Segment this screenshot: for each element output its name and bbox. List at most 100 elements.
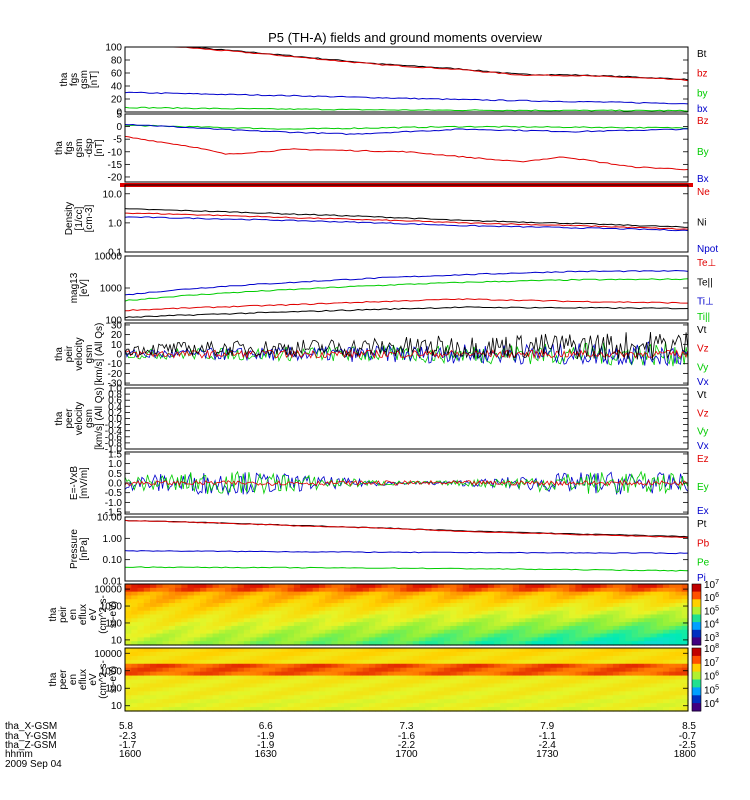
heatmap-cell [193,625,201,631]
heatmap-cell [343,622,351,627]
heatmap-cell [268,667,276,673]
heatmap-cell [469,587,476,593]
legend-entry: Pb [697,538,710,549]
heatmap-cell [581,606,589,612]
heatmap-cell [218,599,226,604]
heatmap-cell [337,618,345,623]
heatmap-cell [612,591,620,597]
heatmap-cell [218,610,226,616]
heatmap-cell [337,695,345,700]
heatmap-cell [544,648,551,653]
heatmap-cell [544,703,551,708]
heatmap-cell [312,663,320,669]
legend-entry: Vt [697,325,707,336]
heatmap-cell [525,595,533,600]
heatmap-cell [544,651,551,657]
heatmap-cell [500,606,508,612]
heatmap-cell [318,699,326,704]
heatmap-cell [456,651,464,657]
heatmap-cell [537,667,545,673]
heatmap-cell [287,603,295,608]
heatmap-cell [462,651,470,657]
colorbar-tick-label: 107 [704,579,719,591]
heatmap-cell [475,595,483,600]
heatmap-cell [544,675,551,681]
heatmap-cell [525,695,533,700]
heatmap-cell [256,655,264,661]
heatmap-cell [300,603,308,608]
heatmap-cell [168,671,176,677]
heatmap-cell [600,687,608,692]
y-axis-label: velocity [74,337,85,370]
heatmap-cell [662,683,670,688]
heatmap-cell [662,587,670,593]
heatmap-cell [444,629,451,635]
heatmap-cell [431,629,439,635]
heatmap-cell [475,663,483,669]
heatmap-cell [162,648,170,653]
heatmap-cell [206,695,214,700]
heatmap-cell [368,606,376,612]
heatmap-cell [437,633,445,638]
heatmap-cell [519,703,526,708]
heatmap-cell [531,703,539,708]
heatmap-cell [243,591,251,597]
heatmap-cell [387,663,395,669]
heatmap-cell [494,595,501,600]
heatmap-cell [594,606,602,612]
heatmap-cell [575,699,583,704]
heatmap-cell [156,683,164,688]
heatmap-cell [437,691,445,696]
heatmap-cell [506,699,514,704]
heatmap-cell [375,587,383,593]
heatmap-cell [469,584,476,589]
heatmap-cell [537,595,545,600]
heatmap-cell [375,591,383,597]
heatmap-cell [193,655,201,661]
heatmap-cell [181,629,189,635]
heatmap-cell [506,679,514,685]
heatmap-cell [343,679,351,685]
heatmap-cell [494,603,501,608]
heatmap-cell [168,679,176,685]
heatmap-cell [250,671,257,677]
heatmap-cell [218,629,226,635]
heatmap-cell [444,637,451,642]
heatmap-cell [600,595,608,600]
y-tick-label: 0.8 [108,390,122,401]
heatmap-cell [494,663,501,669]
heatmap-cell [312,603,320,608]
y-tick-label: -5 [113,135,122,146]
colorbar-segment [692,584,701,593]
heatmap-cell [619,651,627,657]
heatmap-cell [500,618,508,623]
heatmap-cell [350,691,358,696]
heatmap-cell [506,663,514,669]
heatmap-cell [512,625,520,631]
heatmap-cell [494,687,501,692]
heatmap-cell [306,695,314,700]
heatmap-cell [350,671,358,677]
heatmap-cell [331,651,339,657]
heatmap-cell [131,675,139,681]
heatmap-cell [656,633,664,638]
heatmap-cell [681,587,689,593]
heatmap-cell [519,633,526,638]
heatmap-cell [562,603,570,608]
heatmap-cell [250,637,257,642]
heatmap-cell [650,687,658,692]
heatmap-cell [243,610,251,616]
heatmap-cell [550,695,558,700]
heatmap-cell [487,659,495,665]
heatmap-cell [587,659,595,665]
heatmap-cell [625,633,633,638]
heatmap-cell [337,648,345,653]
heatmap-cell [300,618,308,623]
heatmap-cell [206,691,214,696]
heatmap-cell [475,707,483,712]
heatmap-cell [650,699,658,704]
heatmap-cell [656,629,664,635]
heatmap-cell [381,595,389,600]
heatmap-cell [400,655,408,661]
